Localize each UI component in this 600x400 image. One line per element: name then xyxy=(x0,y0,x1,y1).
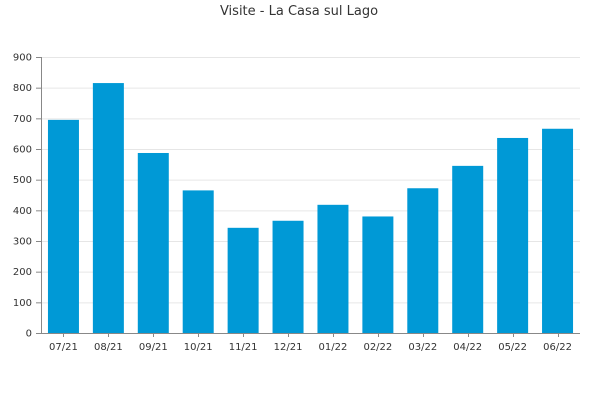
y-tick-label: 600 xyxy=(13,145,32,156)
x-tick-label: 10/21 xyxy=(184,342,213,353)
x-tick-label: 04/22 xyxy=(453,342,482,353)
bar xyxy=(542,128,574,333)
bar xyxy=(182,190,214,333)
bars xyxy=(47,83,574,333)
x-tick-label: 12/21 xyxy=(274,342,303,353)
bar xyxy=(137,152,169,333)
y-tick-labels: 0 100 200 300 400 500 600 700 800 900 xyxy=(13,53,32,340)
y-tick-label: 800 xyxy=(13,83,32,94)
bar xyxy=(47,119,79,333)
gridlines xyxy=(41,57,580,304)
bar xyxy=(227,227,259,333)
x-tick-label: 11/21 xyxy=(229,342,258,353)
bar xyxy=(497,137,529,333)
x-tick-label: 02/22 xyxy=(363,342,392,353)
y-tick-label: 300 xyxy=(13,237,32,248)
chart-title: Visite - La Casa sul Lago xyxy=(220,4,378,19)
axes xyxy=(36,57,580,337)
x-tick-label: 01/22 xyxy=(319,342,348,353)
x-tick-label: 07/21 xyxy=(49,342,78,353)
bar xyxy=(317,204,349,333)
bar xyxy=(452,165,484,333)
x-tick-label: 03/22 xyxy=(408,342,437,353)
y-tick-label: 500 xyxy=(13,175,32,186)
y-tick-label: 0 xyxy=(26,329,32,340)
x-tick-label: 05/22 xyxy=(498,342,527,353)
bar xyxy=(362,216,394,333)
y-tick-label: 200 xyxy=(13,267,32,278)
x-tick-label: 06/22 xyxy=(543,342,572,353)
y-tick-label: 400 xyxy=(13,206,32,217)
bar xyxy=(92,83,124,333)
x-tick-label: 09/21 xyxy=(139,342,168,353)
y-tick-label: 900 xyxy=(13,53,32,64)
bar xyxy=(272,220,304,333)
x-tick-label: 08/21 xyxy=(94,342,123,353)
y-tick-label: 700 xyxy=(13,114,32,125)
x-tick-labels: 07/21 08/21 09/21 10/21 11/21 12/21 01/22 02/22… xyxy=(49,342,572,353)
y-tick-label: 100 xyxy=(13,298,32,309)
bar xyxy=(407,188,439,333)
